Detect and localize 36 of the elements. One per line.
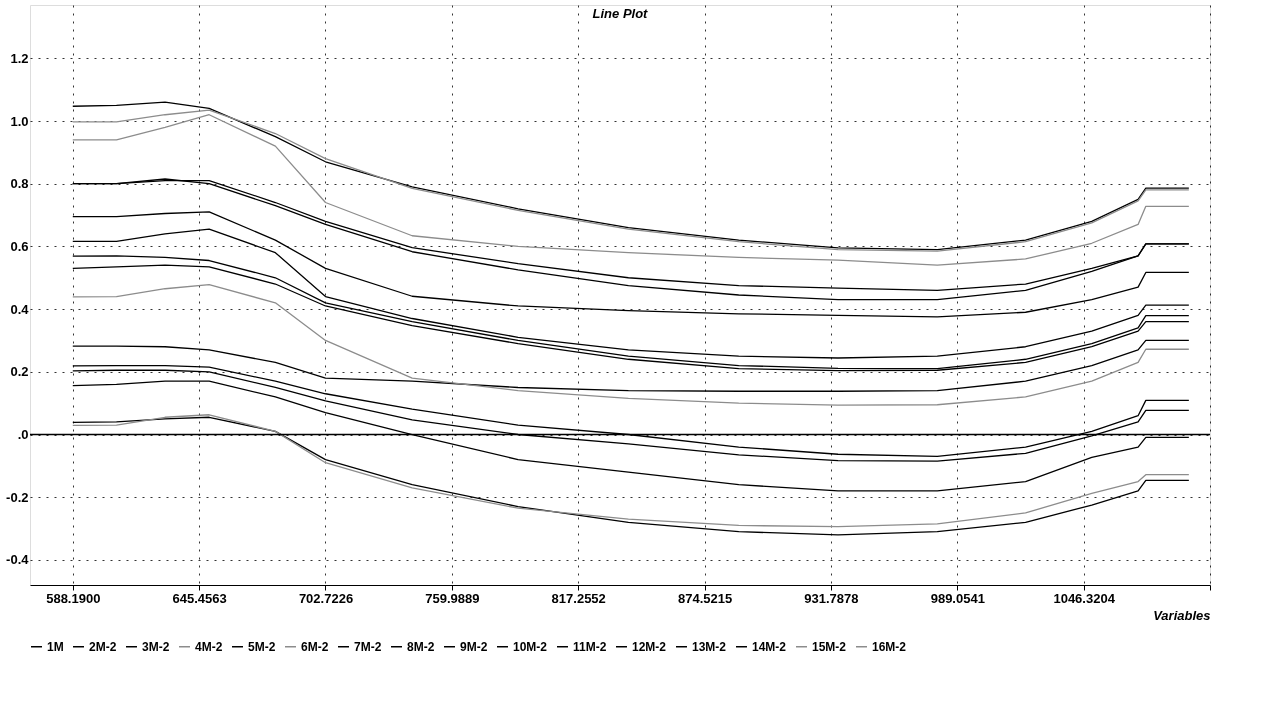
x-tick-label: 817.2552 xyxy=(551,590,606,606)
legend-label: 12M-2 xyxy=(632,639,667,654)
x-tick-label: 588.1900 xyxy=(46,590,101,606)
y-tick-label: 0.2 xyxy=(10,364,29,380)
x-tick-label: 989.0541 xyxy=(930,590,985,606)
y-tick-label: 1.2 xyxy=(10,50,29,66)
legend-label: 4M-2 xyxy=(195,639,223,654)
y-tick-label: 0.6 xyxy=(10,238,29,254)
x-axis-title: Variables xyxy=(1153,607,1211,623)
legend-label: 3M-2 xyxy=(142,639,170,654)
x-tick-label: 1046.3204 xyxy=(1053,590,1116,606)
y-tick-label: .0 xyxy=(17,427,29,443)
x-tick-label: 702.7226 xyxy=(298,590,354,606)
x-tick-label: 759.9889 xyxy=(425,590,480,606)
legend-label: 9M-2 xyxy=(460,639,488,654)
legend-label: 15M-2 xyxy=(812,639,847,654)
legend-label: 14M-2 xyxy=(752,639,787,654)
legend-label: 6M-2 xyxy=(301,639,329,654)
y-tick-label: 0.4 xyxy=(10,301,30,317)
y-tick-label: 0.8 xyxy=(10,176,29,192)
y-tick-label: -0.4 xyxy=(6,552,30,568)
x-tick-label: 645.4563 xyxy=(172,590,227,606)
legend-label: 8M-2 xyxy=(407,639,435,654)
legend-label: 11M-2 xyxy=(573,639,607,654)
legend-label: 2M-2 xyxy=(89,639,117,654)
legend-label: 1M xyxy=(47,639,64,654)
y-tick-label: -0.2 xyxy=(6,489,29,505)
y-tick-label: 1.0 xyxy=(10,113,29,129)
x-tick-label: 931.7878 xyxy=(804,590,859,606)
x-tick-label: 874.5215 xyxy=(677,590,733,606)
legend-label: 13M-2 xyxy=(692,639,727,654)
legend-label: 16M-2 xyxy=(872,639,907,654)
legend-label: 7M-2 xyxy=(354,639,382,654)
legend-label: 10M-2 xyxy=(513,639,548,654)
legend-label: 5M-2 xyxy=(248,639,276,654)
chart-title: Line Plot xyxy=(592,6,649,21)
